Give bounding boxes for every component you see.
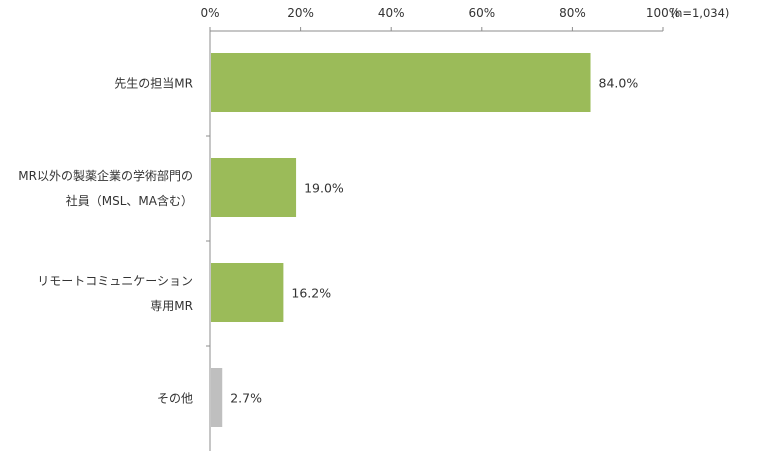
bar — [211, 53, 591, 112]
sample-size-note: (n=1,034) — [671, 6, 730, 20]
category-label: 先生の担当MR — [114, 77, 193, 91]
category-label: MR以外の製薬企業の学術部門の — [18, 168, 193, 183]
category-label: リモートコミュニケーション — [37, 274, 193, 288]
x-tick-label: 40% — [378, 6, 405, 20]
category-label: その他 — [157, 392, 193, 406]
bar-layer — [211, 53, 591, 427]
value-label: 84.0% — [599, 76, 639, 91]
value-label: 2.7% — [230, 391, 262, 406]
value-label: 16.2% — [291, 286, 331, 301]
axis-layer: 0% 20% 40% 60% 80% 100% — [200, 6, 680, 451]
x-tick-label: 80% — [559, 6, 586, 20]
x-tick-label: 0% — [200, 6, 219, 20]
bar — [211, 263, 284, 322]
bar — [211, 158, 297, 217]
category-label: 社員（MSL、MA含む） — [66, 193, 193, 208]
bar — [211, 368, 223, 427]
x-tick-label: 60% — [468, 6, 495, 20]
x-tick-label: 100% — [646, 6, 680, 20]
label-layer: 84.0% 先生の担当MR 19.0% MR以外の製薬企業の学術部門の社員（MSL、M… — [18, 76, 638, 406]
category-label: 専用MR — [150, 299, 193, 313]
x-tick-label: 20% — [287, 6, 314, 20]
value-label: 19.0% — [304, 181, 344, 196]
